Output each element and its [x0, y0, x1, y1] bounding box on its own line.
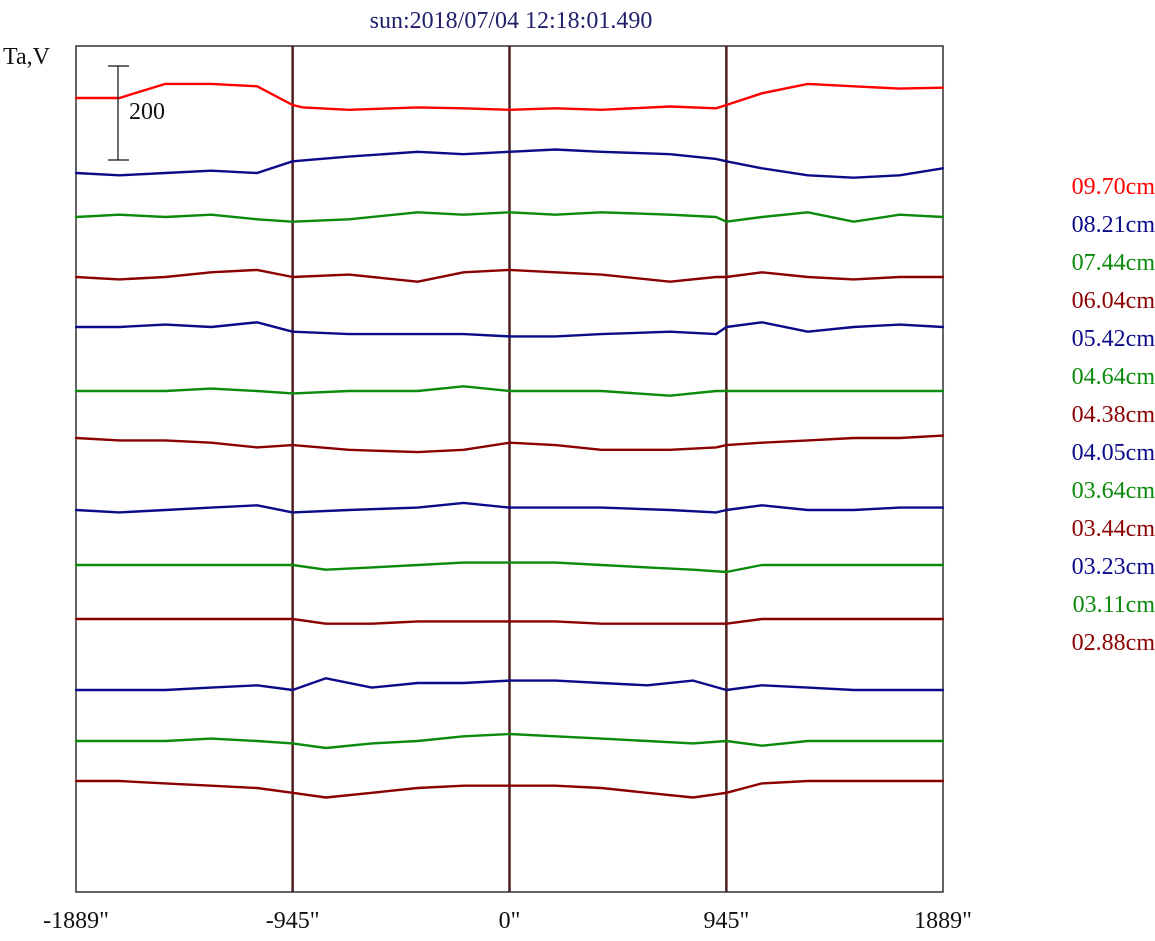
series-line-04.38cm [74, 434, 945, 454]
legend-item-03.11cm: 03.11cm [1073, 592, 1155, 618]
series-line-04.64cm [74, 385, 945, 397]
series-line-09.70cm [74, 82, 945, 112]
x-axis-ticks: -1889" -945" 0" 945" 1889" [43, 908, 972, 934]
vertical-reference-lines [291, 46, 728, 892]
legend-item-04.64cm: 04.64cm [1072, 364, 1155, 390]
x-tick-label-0: -1889" [43, 908, 109, 934]
x-tick-label-4: 1889" [914, 908, 972, 934]
x-tick-label-1: -945" [266, 908, 320, 934]
series-line-03.64cm [74, 561, 945, 574]
x-tick-label-3: 945" [703, 908, 749, 934]
legend-item-08.21cm: 08.21cm [1072, 212, 1155, 238]
legend-item-04.05cm: 04.05cm [1072, 440, 1155, 466]
series-line-03.11cm [74, 732, 945, 750]
legend-item-05.42cm: 05.42cm [1072, 326, 1155, 352]
series-line-03.23cm [74, 677, 945, 692]
legend-item-03.44cm: 03.44cm [1072, 516, 1155, 542]
scale-bar-label: 200 [129, 99, 165, 125]
legend-item-09.70cm: 09.70cm [1072, 174, 1155, 200]
legend-item-06.04cm: 06.04cm [1072, 288, 1155, 314]
legend-item-07.44cm: 07.44cm [1072, 250, 1155, 276]
series-line-05.42cm [74, 321, 945, 338]
series-line-07.44cm [74, 211, 945, 223]
series-line-03.44cm [74, 617, 945, 625]
scale-bar: 200 [108, 65, 165, 161]
x-tick-label-2: 0" [499, 908, 521, 934]
series-line-02.88cm [74, 779, 945, 799]
chart-title: sun:2018/07/04 12:18:01.490 [370, 8, 653, 34]
legend: 09.70cm 08.21cm 07.44cm 06.04cm 05.42cm 04.64… [1072, 174, 1155, 656]
legend-item-03.64cm: 03.64cm [1072, 478, 1155, 504]
legend-item-04.38cm: 04.38cm [1072, 402, 1155, 428]
series-layer [74, 82, 945, 799]
series-line-08.21cm [74, 148, 945, 179]
legend-item-03.23cm: 03.23cm [1072, 554, 1155, 580]
series-line-06.04cm [74, 268, 945, 283]
y-axis-label: Ta,V [3, 44, 51, 70]
legend-item-02.88cm: 02.88cm [1072, 630, 1155, 656]
series-line-04.05cm [74, 501, 945, 514]
